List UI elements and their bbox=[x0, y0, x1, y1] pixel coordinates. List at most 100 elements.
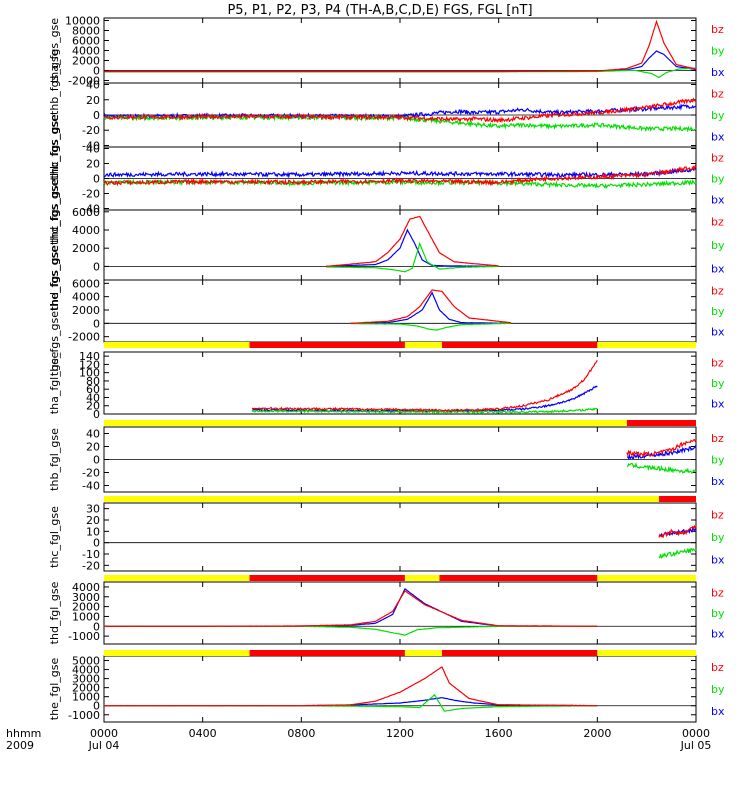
y-tick-label: 0 bbox=[93, 109, 100, 122]
y-tick-label: 20 bbox=[86, 441, 100, 454]
y-tick-label: 2000 bbox=[72, 601, 100, 614]
mode-bar-segment-red bbox=[249, 575, 405, 581]
legend-by: by bbox=[711, 239, 725, 252]
mode-bar-segment-red bbox=[441, 650, 598, 656]
y-tick-label: 4000 bbox=[72, 581, 100, 594]
y-tick-label: 40 bbox=[86, 79, 100, 92]
y-tick-label: 120 bbox=[79, 358, 100, 371]
mode-bar-segment-red bbox=[249, 342, 405, 348]
y-tick-label: -20 bbox=[82, 124, 100, 137]
legend-bz: bz bbox=[711, 284, 724, 297]
legend-bx: bx bbox=[711, 475, 725, 488]
chart-title: P5, P1, P2, P3, P4 (TH-A,B,C,D,E) FGS, F… bbox=[227, 3, 532, 18]
legend-bz: bz bbox=[711, 23, 724, 36]
legend-bz: bz bbox=[711, 152, 724, 165]
mode-bar-segment-yellow bbox=[104, 496, 659, 502]
mode-bar bbox=[104, 420, 696, 426]
mode-bar bbox=[104, 496, 696, 502]
mode-bar-segment-red bbox=[249, 650, 405, 656]
y-tick-label: 10000 bbox=[65, 15, 100, 28]
legend-bx: bx bbox=[711, 262, 725, 275]
y-tick-label: 10 bbox=[86, 525, 100, 538]
y-tick-label: 5000 bbox=[72, 655, 100, 668]
y-tick-label: 4000 bbox=[72, 291, 100, 304]
y-tick-label: -10 bbox=[82, 548, 100, 561]
y-tick-label: -40 bbox=[82, 203, 100, 216]
y-tick-label: 4000 bbox=[72, 664, 100, 677]
series-line-bx bbox=[325, 228, 499, 268]
mode-bar-segment-yellow bbox=[597, 342, 696, 348]
series-line-bz bbox=[626, 438, 697, 458]
x-tick-label: 0400 bbox=[189, 727, 217, 740]
mode-bar-group bbox=[104, 342, 696, 656]
y-tick-label: -40 bbox=[82, 139, 100, 152]
legend-bx: bx bbox=[711, 628, 725, 641]
panel-frame bbox=[103, 502, 697, 572]
legend-by: by bbox=[711, 683, 725, 696]
y-axis-title: the_fgs_gsethe_fgs_gse bbox=[48, 246, 61, 376]
panel-frame bbox=[103, 279, 697, 343]
y-tick-label: -1000 bbox=[68, 709, 100, 722]
series-line-bz bbox=[104, 590, 598, 628]
series-line-bx bbox=[350, 291, 512, 325]
y-tick-label: 4000 bbox=[72, 224, 100, 237]
y-tick-label: 8000 bbox=[72, 25, 100, 38]
legend-by: by bbox=[711, 531, 725, 544]
x-tick-label: 1600 bbox=[485, 727, 513, 740]
series-line-by bbox=[626, 461, 697, 474]
y-tick-label: 0 bbox=[93, 454, 100, 467]
series-line-by bbox=[326, 241, 499, 273]
y-tick-label: 2000 bbox=[72, 682, 100, 695]
legend-bz: bz bbox=[711, 88, 724, 101]
mode-bar-segment-yellow bbox=[104, 420, 627, 426]
y-tick-label: 3000 bbox=[72, 591, 100, 604]
y-tick-label: 0 bbox=[93, 65, 100, 78]
legend-by: by bbox=[711, 109, 725, 122]
y-tick-label: 6000 bbox=[72, 277, 100, 290]
legend-bz: bz bbox=[711, 508, 724, 521]
y-tick-label: 100 bbox=[79, 367, 100, 380]
y-tick-label: -2000 bbox=[68, 331, 100, 344]
y-tick-label: 20 bbox=[86, 400, 100, 413]
mode-bar-segment-red bbox=[439, 575, 598, 581]
y-tick-label: -20 bbox=[82, 559, 100, 572]
series-line-bx bbox=[626, 445, 697, 461]
y-tick-label: 60 bbox=[86, 383, 100, 396]
legend-bz: bz bbox=[711, 356, 724, 369]
y-tick-label: 1000 bbox=[72, 691, 100, 704]
y-tick-label: 2000 bbox=[72, 304, 100, 317]
y-tick-label: 1000 bbox=[72, 610, 100, 623]
series-line-bz bbox=[103, 164, 697, 187]
legend-bx: bx bbox=[711, 705, 725, 718]
y-tick-label: 6000 bbox=[72, 35, 100, 48]
y-tick-label: 30 bbox=[86, 503, 100, 516]
series-line-bz bbox=[350, 289, 512, 324]
legend-bx: bx bbox=[711, 66, 725, 79]
y-axis-title: thb_fgl_gse bbox=[48, 428, 61, 491]
mode-bar bbox=[104, 650, 696, 656]
legend-bx: bx bbox=[711, 398, 725, 411]
series-line-by bbox=[658, 547, 697, 559]
y-tick-label: -40 bbox=[82, 480, 100, 493]
y-tick-label: 20 bbox=[86, 514, 100, 527]
legend-bz: bz bbox=[711, 432, 724, 445]
y-tick-label: 40 bbox=[86, 391, 100, 404]
y-tick-label: 0 bbox=[93, 173, 100, 186]
mode-bar-segment-yellow bbox=[104, 575, 250, 581]
series-line-bz bbox=[103, 97, 697, 124]
x-row-label: 2009 bbox=[6, 739, 34, 752]
panel-frame bbox=[103, 655, 697, 723]
series-line-by bbox=[251, 407, 598, 415]
legend-bz: bz bbox=[711, 661, 724, 674]
series-line-bz bbox=[251, 359, 598, 413]
x-date-label: Jul 04 bbox=[88, 739, 120, 752]
y-tick-label: 140 bbox=[79, 350, 100, 363]
y-axis-title: thc_fgs_gsethc_fgs_gse bbox=[48, 114, 61, 243]
y-tick-label: 80 bbox=[86, 375, 100, 388]
